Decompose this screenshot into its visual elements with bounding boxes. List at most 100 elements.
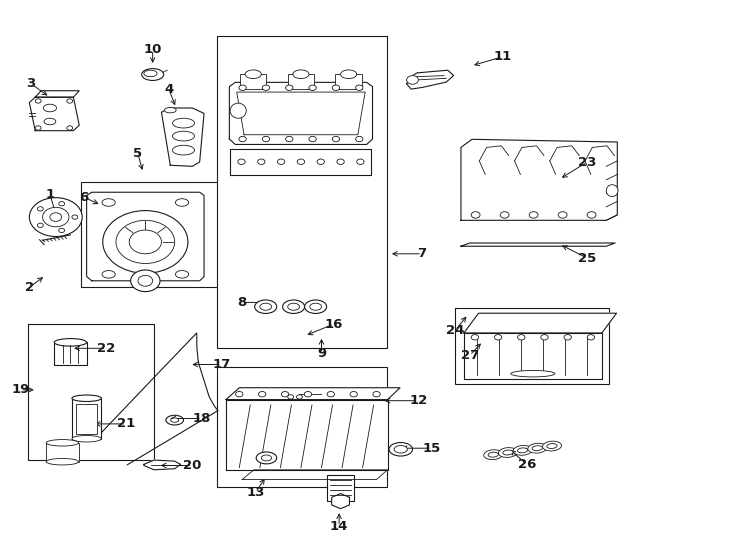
Ellipse shape	[175, 199, 189, 206]
Circle shape	[587, 212, 596, 218]
Ellipse shape	[261, 455, 272, 461]
Ellipse shape	[170, 418, 178, 422]
Ellipse shape	[46, 440, 79, 446]
Circle shape	[327, 392, 335, 397]
Ellipse shape	[164, 107, 176, 113]
Text: 12: 12	[410, 394, 427, 407]
Circle shape	[131, 270, 160, 292]
Circle shape	[67, 126, 73, 130]
Text: 27: 27	[461, 349, 479, 362]
Ellipse shape	[166, 415, 184, 425]
Circle shape	[309, 85, 316, 90]
Ellipse shape	[102, 199, 115, 206]
Circle shape	[501, 212, 509, 218]
Text: 21: 21	[117, 417, 135, 430]
Ellipse shape	[484, 450, 503, 460]
Text: 15: 15	[423, 442, 440, 455]
Text: 25: 25	[578, 252, 596, 265]
Circle shape	[333, 85, 340, 90]
Bar	[455, 308, 609, 384]
Polygon shape	[226, 388, 400, 400]
Ellipse shape	[255, 300, 277, 313]
Text: 1: 1	[46, 188, 54, 201]
Circle shape	[407, 76, 418, 84]
Bar	[54, 342, 87, 365]
Ellipse shape	[488, 452, 498, 457]
Circle shape	[239, 85, 247, 90]
Ellipse shape	[498, 448, 517, 457]
Text: 11: 11	[494, 50, 512, 63]
Text: 19: 19	[12, 383, 29, 396]
Polygon shape	[161, 108, 204, 166]
Bar	[327, 475, 354, 501]
Text: 3: 3	[26, 77, 35, 90]
Ellipse shape	[175, 271, 189, 278]
Circle shape	[258, 159, 265, 164]
Ellipse shape	[528, 443, 547, 453]
Ellipse shape	[46, 458, 79, 465]
Circle shape	[286, 85, 293, 90]
Text: 8: 8	[238, 296, 247, 309]
Ellipse shape	[293, 70, 309, 78]
Circle shape	[337, 159, 344, 164]
Ellipse shape	[288, 303, 299, 310]
Text: 7: 7	[418, 247, 426, 260]
Circle shape	[238, 159, 245, 164]
Text: 5: 5	[134, 147, 142, 160]
Ellipse shape	[144, 70, 157, 77]
Polygon shape	[332, 494, 349, 509]
Circle shape	[37, 223, 43, 227]
Circle shape	[129, 230, 161, 254]
Text: 22: 22	[98, 342, 115, 355]
Circle shape	[35, 126, 41, 130]
Text: 4: 4	[164, 83, 173, 96]
Ellipse shape	[72, 395, 101, 402]
Bar	[217, 367, 387, 487]
Ellipse shape	[172, 131, 195, 141]
Text: 6: 6	[79, 191, 88, 204]
Bar	[288, 73, 314, 89]
Ellipse shape	[394, 446, 407, 453]
Ellipse shape	[517, 448, 528, 453]
Circle shape	[239, 136, 247, 141]
Circle shape	[355, 85, 363, 90]
Ellipse shape	[54, 339, 87, 346]
Polygon shape	[35, 91, 79, 97]
Circle shape	[59, 201, 65, 206]
Ellipse shape	[511, 370, 555, 377]
Text: 13: 13	[246, 486, 265, 499]
Circle shape	[116, 220, 175, 264]
Circle shape	[564, 335, 571, 340]
Text: 17: 17	[213, 358, 230, 371]
Circle shape	[262, 85, 269, 90]
Circle shape	[103, 211, 188, 273]
Circle shape	[258, 392, 266, 397]
Circle shape	[317, 159, 324, 164]
Polygon shape	[464, 333, 602, 379]
Circle shape	[309, 136, 316, 141]
Polygon shape	[461, 243, 615, 246]
Ellipse shape	[503, 450, 513, 455]
Circle shape	[495, 335, 502, 340]
Bar	[72, 399, 101, 438]
Polygon shape	[461, 139, 617, 220]
Circle shape	[297, 395, 302, 399]
Text: 10: 10	[143, 43, 162, 56]
Bar	[335, 73, 362, 89]
Polygon shape	[236, 92, 365, 134]
Polygon shape	[29, 97, 79, 131]
Bar	[240, 73, 266, 89]
Circle shape	[355, 136, 363, 141]
Ellipse shape	[230, 103, 247, 118]
Polygon shape	[242, 470, 388, 480]
Ellipse shape	[606, 185, 618, 197]
Text: 26: 26	[517, 458, 537, 471]
Ellipse shape	[43, 104, 57, 112]
Polygon shape	[144, 460, 181, 470]
Ellipse shape	[283, 300, 305, 313]
Polygon shape	[229, 82, 372, 144]
Circle shape	[350, 392, 357, 397]
Ellipse shape	[341, 70, 357, 78]
Ellipse shape	[142, 69, 164, 80]
Text: 16: 16	[324, 318, 344, 330]
